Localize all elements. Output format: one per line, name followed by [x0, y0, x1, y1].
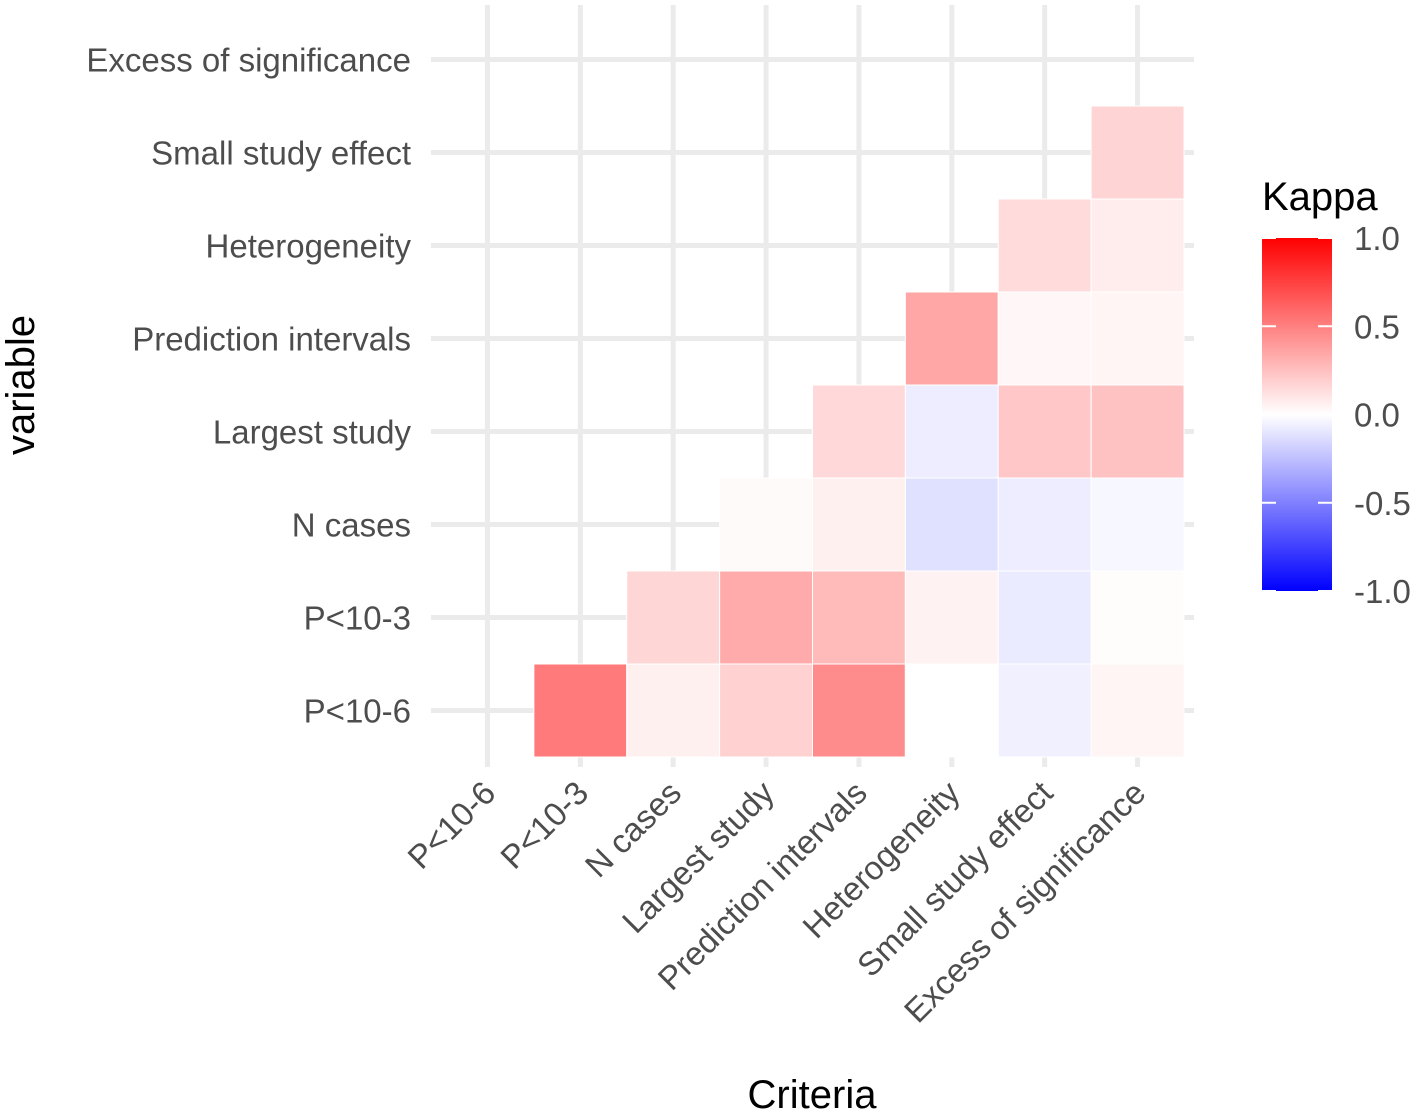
y-tick-label: Largest study	[213, 414, 412, 451]
heatmap-cell	[626, 663, 721, 758]
heatmap-cell	[997, 384, 1092, 479]
y-tick-label: Prediction intervals	[132, 321, 411, 358]
kappa-legend: Kappa 1.0 0.5 0.0 -0.5 -1.0	[1262, 175, 1411, 610]
legend-title: Kappa	[1262, 175, 1378, 219]
y-tick-label: N cases	[292, 507, 411, 544]
y-tick-label: P<10-3	[304, 600, 411, 637]
y-tick-label: Heterogeneity	[206, 228, 412, 265]
legend-tick-label: 0.0	[1354, 397, 1400, 434]
heatmap-cell	[997, 477, 1092, 572]
heatmap-cell	[719, 477, 813, 572]
heatmap-cell	[904, 477, 999, 572]
heatmap-cell	[1090, 477, 1185, 572]
y-axis-title: variable	[0, 315, 43, 455]
heatmap-cell	[1090, 198, 1185, 293]
heatmap-cell	[904, 384, 999, 479]
legend-tick-label: 0.5	[1354, 308, 1400, 345]
heatmap-cell	[997, 198, 1092, 293]
legend-tick-label: -1.0	[1354, 573, 1411, 610]
heatmap-cell	[1090, 663, 1185, 758]
heatmap-cell	[719, 570, 813, 665]
heatmap-cells	[533, 105, 1185, 758]
y-axis-ticks: P<10-6 P<10-3 N cases Largest study Predicti…	[86, 42, 411, 730]
heatmap-cell	[719, 663, 813, 758]
legend-tick-label: 1.0	[1354, 220, 1400, 257]
legend-tick-label: -0.5	[1354, 485, 1411, 522]
y-tick-label: Small study effect	[151, 135, 411, 172]
legend-ticks: 1.0 0.5 0.0 -0.5 -1.0	[1262, 220, 1411, 610]
y-tick-label: P<10-6	[304, 693, 411, 730]
heatmap-cell	[1090, 384, 1185, 479]
heatmap-cell	[812, 384, 906, 479]
heatmap-cell	[997, 663, 1092, 758]
heatmap-cell	[904, 291, 999, 386]
x-axis-title: Criteria	[748, 1073, 878, 1113]
heatmap-cell	[997, 570, 1092, 665]
heatmap-cell	[1090, 105, 1185, 200]
heatmap-cell	[1090, 291, 1185, 386]
heatmap-cell	[533, 663, 628, 758]
heatmap-cell	[1090, 570, 1185, 665]
x-tick-label: P<10-6	[400, 774, 502, 876]
heatmap-cell	[812, 570, 906, 665]
heatmap-cell	[626, 570, 721, 665]
heatmap-cell	[812, 663, 906, 758]
y-tick-label: Excess of significance	[86, 42, 411, 79]
heatmap-cell	[997, 291, 1092, 386]
heatmap-cell	[812, 477, 906, 572]
heatmap-cell	[904, 663, 999, 758]
heatmap-cell	[904, 570, 999, 665]
